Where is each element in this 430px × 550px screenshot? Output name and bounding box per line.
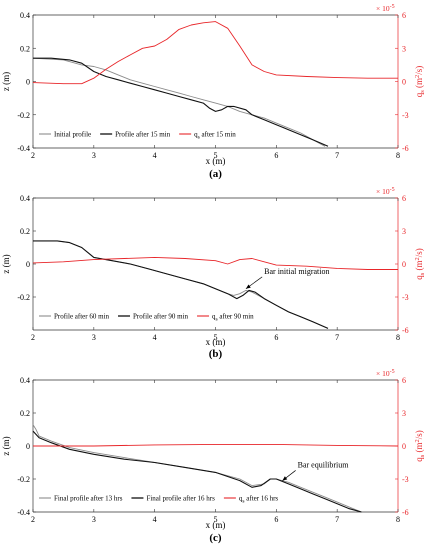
y-tick-label-right: -3 xyxy=(402,293,409,302)
series-line-2 xyxy=(33,57,329,147)
x-tick-label: 8 xyxy=(396,333,400,342)
y-axis-label-left: z (m) xyxy=(1,72,11,91)
series-line-2 xyxy=(33,240,329,329)
annotation-text: Bar initial migration xyxy=(264,267,329,276)
chart-panel-3: 2 3 4 5 6 7 8 -0.4 -0.2 0 0.2 0.4 -6 -3 0 3 6 × 10-5 x (m)… xyxy=(1,369,426,544)
x-tick-label: 2 xyxy=(31,151,35,160)
x-axis-label: x (m) xyxy=(206,337,226,347)
legend-entry-2: Profile after 15 min xyxy=(115,131,171,139)
panel-label: (c) xyxy=(209,532,222,544)
series-line-3 xyxy=(33,443,399,447)
y-tick-label-left: -0.2 xyxy=(17,475,30,484)
panel-label: (b) xyxy=(209,348,223,360)
exponent-label: × 10-5 xyxy=(376,369,395,378)
y-tick-label-right: 3 xyxy=(402,409,406,418)
y-tick-label-left: 0 xyxy=(26,78,30,87)
y-tick-label-right: 6 xyxy=(402,194,406,203)
y-axis-label-right: qs (m2/s) xyxy=(414,66,426,98)
x-tick-label: 8 xyxy=(396,515,400,524)
y-tick-label-left: -0.4 xyxy=(17,508,30,517)
y-tick-label-right: 6 xyxy=(402,11,406,20)
y-axis-label-left: z (m) xyxy=(1,254,11,273)
chart-panel-1: 2 3 4 5 6 7 8 -0.4 -0.2 0 0.2 0.4 -6 -3 0 3 6 × 10-5 x (m)… xyxy=(1,4,426,180)
y-tick-label-right: 0 xyxy=(402,260,406,269)
y-tick-label-right: -3 xyxy=(402,111,409,120)
x-tick-label: 3 xyxy=(92,333,96,342)
x-tick-label: 8 xyxy=(396,151,400,160)
x-tick-label: 6 xyxy=(274,333,278,342)
y-tick-label-left: 0 xyxy=(26,442,30,451)
x-axis-label: x (m) xyxy=(206,520,226,530)
legend-entry-2: Profile after 90 min xyxy=(133,313,189,321)
y-axis-label-right: qs (m2/s) xyxy=(414,430,426,462)
x-tick-label: 6 xyxy=(274,515,278,524)
x-tick-label: 7 xyxy=(335,515,339,524)
exponent-label: × 10-5 xyxy=(376,4,395,13)
x-tick-label: 7 xyxy=(335,151,339,160)
legend-entry-1: Final profile after 13 hrs xyxy=(54,495,123,503)
x-tick-label: 2 xyxy=(31,515,35,524)
y-tick-label-left: 0.4 xyxy=(20,194,30,203)
y-tick-label-left: 0.4 xyxy=(20,376,30,385)
y-tick-label-right: -6 xyxy=(402,326,409,335)
legend-entry-1: Initial profile xyxy=(54,131,91,139)
y-tick-label-right: -6 xyxy=(402,144,409,153)
annotation-arrowhead xyxy=(245,284,251,289)
legend-entry-3: qs after 16 hrs xyxy=(239,495,279,505)
x-tick-label: 4 xyxy=(153,515,157,524)
series-line-1 xyxy=(32,424,362,513)
x-tick-label: 3 xyxy=(92,151,96,160)
y-tick-label-left: -0.4 xyxy=(17,144,30,153)
y-tick-label-right: 0 xyxy=(402,78,406,87)
x-tick-label: 4 xyxy=(153,151,157,160)
y-tick-label-right: 0 xyxy=(402,442,406,451)
series-line-3 xyxy=(32,21,398,85)
x-tick-label: 3 xyxy=(92,515,96,524)
y-tick-label-left: -0.2 xyxy=(17,111,30,120)
series-line-3 xyxy=(32,256,398,270)
exponent-label: × 10-5 xyxy=(376,187,395,196)
y-tick-label-left: 0.2 xyxy=(20,227,30,236)
y-tick-label-left: -0.2 xyxy=(17,293,30,302)
x-axis-label: x (m) xyxy=(206,156,226,166)
annotation-text: Bar equilibrium xyxy=(298,460,350,469)
x-tick-label: 4 xyxy=(153,333,157,342)
y-tick-label-left: 0.4 xyxy=(20,11,30,20)
x-tick-label: 5 xyxy=(214,333,218,342)
y-tick-label-right: 3 xyxy=(402,44,406,53)
y-tick-label-left: 0.2 xyxy=(20,409,30,418)
y-tick-label-left: 0.2 xyxy=(20,44,30,53)
y-tick-label-right: 3 xyxy=(402,227,406,236)
chart-panel-2: 2 3 4 5 6 7 8 -0.2 0 0.2 0.4 -6 -3 0 3 6 × 10-5 x (m) z (m… xyxy=(1,187,426,360)
x-tick-label: 6 xyxy=(274,151,278,160)
legend-entry-3: qs after 90 min xyxy=(212,313,254,323)
y-tick-label-left: 0 xyxy=(26,260,30,269)
x-tick-label: 7 xyxy=(335,333,339,342)
legend-entry-1: Profile after 60 min xyxy=(54,313,110,321)
y-axis-label-left: z (m) xyxy=(1,436,11,455)
y-tick-label-right: -6 xyxy=(402,508,409,517)
y-tick-label-right: 6 xyxy=(402,376,406,385)
x-tick-label: 2 xyxy=(31,333,35,342)
series-line-1 xyxy=(32,57,326,147)
y-tick-label-right: -3 xyxy=(402,475,409,484)
panel-label: (a) xyxy=(209,168,222,180)
y-axis-label-right: qs (m2/s) xyxy=(414,248,426,280)
x-tick-label: 5 xyxy=(214,515,218,524)
legend-entry-2: Final profile after 16 hrs xyxy=(146,495,215,503)
annotation-arrowhead xyxy=(282,476,288,481)
legend-entry-3: qs after 15 min xyxy=(194,131,236,141)
x-tick-label: 5 xyxy=(214,151,218,160)
